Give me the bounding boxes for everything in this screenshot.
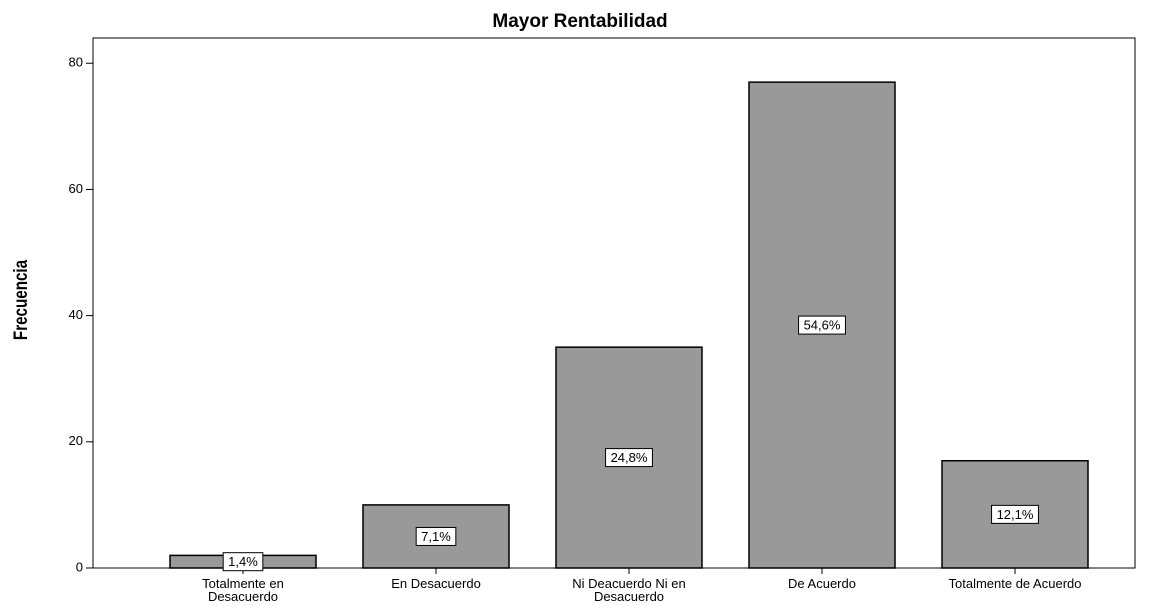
y-tick-label: 0 <box>76 559 83 574</box>
y-tick-label: 20 <box>69 433 83 448</box>
value-label-box <box>222 552 264 572</box>
value-label: 7,1% <box>421 529 451 544</box>
value-label-box <box>605 448 653 468</box>
y-axis-label: Frecuencia <box>9 260 31 341</box>
x-tick-label: Totalmente en Desacuerdo <box>202 576 284 604</box>
value-label: 24,8% <box>611 450 648 465</box>
value-label-box <box>991 504 1039 524</box>
value-label: 12,1% <box>997 507 1034 522</box>
value-label-box <box>798 315 846 335</box>
x-tick-label: En Desacuerdo <box>391 576 481 591</box>
value-label: 54,6% <box>804 318 841 333</box>
value-label: 1,4% <box>228 554 258 569</box>
x-tick-label: De Acuerdo <box>788 576 856 591</box>
y-tick-label: 80 <box>69 55 83 70</box>
chart-title: Mayor Rentabilidad <box>492 11 667 32</box>
value-label-box <box>415 526 457 546</box>
y-tick-label: 40 <box>69 307 83 322</box>
y-tick-label: 60 <box>69 181 83 196</box>
x-tick-label: Ni Deacuerdo Ni en Desacuerdo <box>572 576 686 604</box>
x-tick-label: Totalmente de Acuerdo <box>948 576 1082 591</box>
